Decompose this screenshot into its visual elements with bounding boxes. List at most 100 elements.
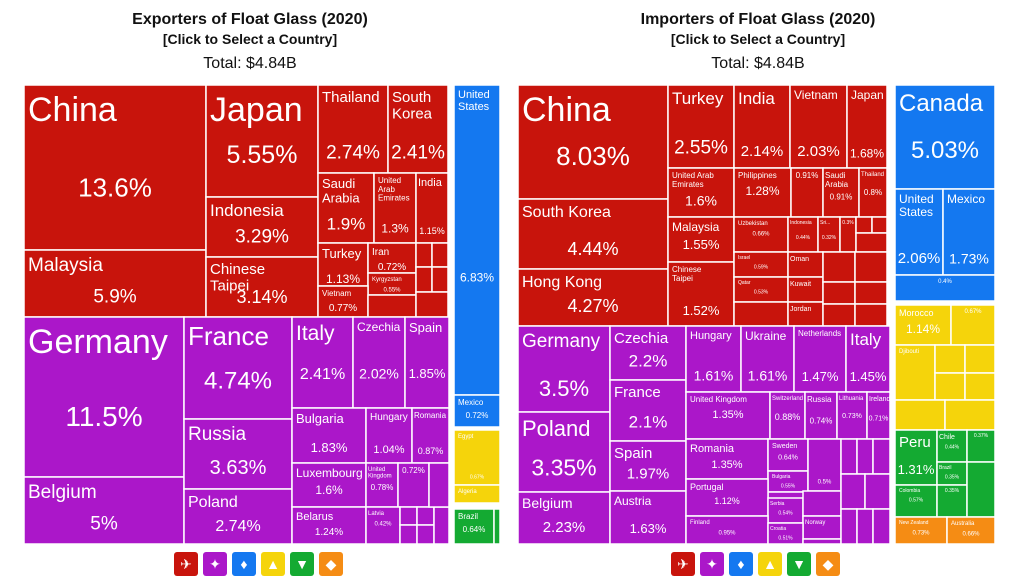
treemap-cell-djibouti[interactable]: Djibouti <box>894 344 936 401</box>
treemap-rect[interactable] <box>317 85 389 174</box>
treemap-cell-germany[interactable]: Germany 11.5% <box>24 316 185 478</box>
treemap-cell-china[interactable]: China 8.03% <box>518 85 669 200</box>
treemap-rect[interactable] <box>317 242 369 287</box>
treemap-rect[interactable] <box>894 399 946 431</box>
treemap-cell-india[interactable]: India 1.15% <box>415 172 449 244</box>
importers-subtitle[interactable]: [Click to Select a Country] <box>670 31 846 47</box>
treemap-cell-minor[interactable] <box>856 438 874 475</box>
treemap-cell-minor[interactable] <box>855 232 888 253</box>
treemap-cell-0-3[interactable]: 0.3% <box>839 216 857 253</box>
treemap-rect[interactable] <box>24 476 185 545</box>
treemap-cell-minor[interactable] <box>822 303 856 327</box>
treemap-cell-minor[interactable] <box>856 508 874 545</box>
treemap-cell-0-67[interactable]: 0.67% <box>950 304 995 346</box>
treemap-rect[interactable] <box>740 325 795 393</box>
treemap-cell-hungary[interactable]: Hungary 1.61% <box>685 325 742 393</box>
south-america-icon[interactable]: ▼ <box>787 552 811 576</box>
treemap-cell-new-zealand[interactable]: New Zealand 0.73% <box>894 516 948 545</box>
treemap-rect[interactable] <box>404 316 450 409</box>
treemap-cell-south-korea[interactable]: South Korea 4.44% <box>518 198 669 270</box>
europe-icon[interactable]: ✦ <box>700 552 724 576</box>
treemap-cell-serbia[interactable]: Serbia 0.54% <box>767 497 804 524</box>
treemap-rect[interactable] <box>894 344 936 401</box>
treemap-cell-indonesia[interactable]: Indonesia 0.44% <box>787 216 819 253</box>
treemap-rect[interactable] <box>789 85 848 169</box>
treemap-cell-czechia[interactable]: Czechia 2.02% <box>352 316 406 409</box>
treemap-cell-malaysia[interactable]: Malaysia 5.9% <box>24 249 207 318</box>
treemap-rect[interactable] <box>793 325 847 393</box>
treemap-rect[interactable] <box>667 85 735 169</box>
treemap-cell-malaysia[interactable]: Malaysia 1.55% <box>667 216 735 263</box>
treemap-cell-lithuania[interactable]: Lithuania 0.73% <box>836 391 868 440</box>
treemap-cell-slovenia[interactable] <box>802 538 842 545</box>
treemap-cell-thailand[interactable]: Thailand 2.74% <box>317 85 389 174</box>
treemap-cell-turkey[interactable]: Turkey 2.55% <box>667 85 735 169</box>
treemap-rect[interactable] <box>733 276 789 303</box>
treemap-cell-latvia[interactable]: Latvia 0.42% <box>365 506 401 545</box>
treemap-rect[interactable] <box>934 372 966 401</box>
treemap-rect[interactable] <box>433 506 450 545</box>
treemap-cell-minor[interactable] <box>840 508 858 545</box>
treemap-cell-russia[interactable]: Russia 3.63% <box>183 418 293 490</box>
treemap-cell-0-35[interactable]: 0.35% <box>936 484 968 518</box>
treemap-rect[interactable] <box>183 316 293 420</box>
treemap-rect[interactable] <box>787 276 824 303</box>
treemap-rect[interactable] <box>431 266 449 293</box>
treemap-cell-russia[interactable]: Russia 0.74% <box>804 391 838 440</box>
treemap-cell-minor[interactable] <box>855 216 873 234</box>
treemap-cell-turkey[interactable]: Turkey 1.13% <box>317 242 369 287</box>
treemap-rect[interactable] <box>518 491 611 545</box>
treemap-cell-minor[interactable] <box>822 251 856 283</box>
treemap-rect[interactable] <box>183 418 293 490</box>
treemap-cell-romania[interactable]: Romania 1.35% <box>685 438 769 480</box>
treemap-cell-minor[interactable] <box>872 438 891 475</box>
treemap-cell-minor[interactable] <box>822 281 856 305</box>
treemap-cell-0-5[interactable]: 0.5% <box>807 438 842 492</box>
treemap-rect[interactable] <box>854 281 888 305</box>
treemap-rect[interactable] <box>964 344 995 374</box>
treemap-rect[interactable] <box>840 438 858 475</box>
treemap-rect[interactable] <box>415 266 433 293</box>
oceania-icon[interactable]: ◆ <box>319 552 343 576</box>
treemap-rect[interactable] <box>894 85 995 190</box>
treemap-rect[interactable] <box>415 172 449 244</box>
treemap-cell-ireland[interactable]: Ireland 0.71% <box>866 391 891 440</box>
treemap-rect[interactable] <box>183 488 293 545</box>
treemap-cell-0-37[interactable]: 0.37% <box>966 429 995 463</box>
treemap-cell-indonesia[interactable]: Indonesia 3.29% <box>205 196 319 258</box>
treemap-rect[interactable] <box>802 538 842 545</box>
treemap-cell-china[interactable]: China 13.6% <box>24 85 207 251</box>
treemap-cell-philippines[interactable]: Philippines 1.28% <box>733 167 792 218</box>
treemap-rect[interactable] <box>428 462 450 508</box>
treemap-rect[interactable] <box>894 429 938 486</box>
treemap-rect[interactable] <box>840 473 866 510</box>
treemap-rect[interactable] <box>767 522 804 545</box>
treemap-cell-germany[interactable]: Germany 3.5% <box>518 325 611 413</box>
treemap-rect[interactable] <box>493 508 501 545</box>
treemap-rect[interactable] <box>367 242 417 274</box>
exporters-subtitle[interactable]: [Click to Select a Country] <box>162 31 338 47</box>
treemap-rect[interactable] <box>24 85 207 251</box>
treemap-cell-minor[interactable] <box>964 344 995 374</box>
treemap-cell-australia[interactable]: Australia 0.66% <box>946 516 995 545</box>
north-america-icon[interactable]: ♦ <box>729 552 753 576</box>
treemap-cell-minor[interactable] <box>733 301 789 327</box>
treemap-rect[interactable] <box>685 515 769 545</box>
treemap-cell-brazil[interactable]: Brazil 0.35% <box>936 461 968 486</box>
treemap-cell-minor[interactable] <box>854 281 888 305</box>
treemap-cell-portugal[interactable]: Portugal 1.12% <box>685 478 769 517</box>
treemap-rect[interactable] <box>667 261 735 327</box>
africa-icon[interactable]: ▲ <box>261 552 285 576</box>
treemap-cell-poland[interactable]: Poland 3.35% <box>518 411 611 493</box>
treemap-cell-0-4[interactable]: 0.4% <box>894 274 995 302</box>
treemap-rect[interactable] <box>855 232 888 253</box>
treemap-rect[interactable] <box>894 274 995 302</box>
treemap-rect[interactable] <box>855 216 873 234</box>
treemap-rect[interactable] <box>767 497 804 524</box>
treemap-rect[interactable] <box>872 508 891 545</box>
treemap-cell-minor[interactable] <box>415 242 433 268</box>
treemap-cell-0-72[interactable]: 0.72% <box>397 462 430 508</box>
treemap-cell-minor[interactable] <box>934 344 966 374</box>
